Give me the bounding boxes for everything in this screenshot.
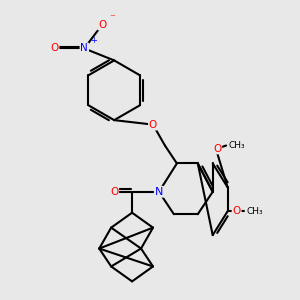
Text: CH₃: CH₃ bbox=[246, 207, 263, 216]
Text: O: O bbox=[213, 143, 221, 154]
Text: +: + bbox=[90, 36, 97, 45]
Text: CH₃: CH₃ bbox=[228, 141, 245, 150]
Text: O: O bbox=[50, 44, 59, 53]
Text: O: O bbox=[98, 20, 106, 30]
Text: N: N bbox=[80, 44, 88, 53]
Text: O: O bbox=[149, 120, 157, 130]
Text: N: N bbox=[155, 187, 163, 197]
Text: O: O bbox=[232, 206, 241, 216]
Text: O: O bbox=[110, 187, 118, 197]
Text: ⁻: ⁻ bbox=[109, 14, 115, 24]
